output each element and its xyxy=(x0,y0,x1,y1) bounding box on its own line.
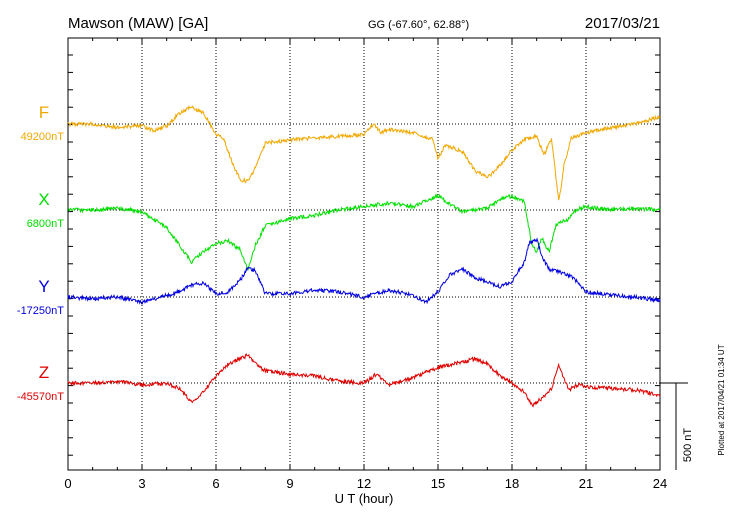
scale-bar-label: 500 nT xyxy=(682,428,694,463)
station-title: Mawson (MAW) [GA] xyxy=(68,15,208,32)
series-line-y xyxy=(67,237,661,305)
x-tick-label: 21 xyxy=(579,476,593,491)
chart-date: 2017/03/21 xyxy=(585,15,660,32)
x-tick-label: 0 xyxy=(64,476,71,491)
series-baseline-f: 49200nT xyxy=(21,131,65,143)
x-tick-label: 6 xyxy=(212,476,219,491)
x-tick-label: 15 xyxy=(431,476,445,491)
x-tick-labels: 0 3 6 9 12 15 18 21 24 xyxy=(64,476,667,491)
x-tick-label: 9 xyxy=(286,476,293,491)
plotted-timestamp: Plotted at 2017/04/21 01:34 UT xyxy=(717,344,726,455)
series-name-x: X xyxy=(38,190,49,209)
station-coordinates: GG (-67.60°, 62.88°) xyxy=(368,19,469,31)
series-line-x xyxy=(67,193,661,271)
series-line-f xyxy=(67,104,661,201)
x-tick-label: 12 xyxy=(357,476,371,491)
series-line-z xyxy=(67,353,661,408)
series-baseline-z: -45570nT xyxy=(17,391,64,403)
series-labels: F 49200nT X 6800nT Y -17250nT Z -45570nT xyxy=(17,103,64,403)
x-tick-label: 24 xyxy=(653,476,667,491)
series-name-y: Y xyxy=(38,277,49,296)
scale-bar: 500 nT xyxy=(660,382,694,470)
series-name-z: Z xyxy=(39,363,49,382)
x-tick-label: 18 xyxy=(505,476,519,491)
series-baseline-x: 6800nT xyxy=(27,218,65,230)
grid-lines xyxy=(141,38,587,470)
axis-ticks xyxy=(67,38,661,470)
series-baseline-y: -17250nT xyxy=(17,305,64,317)
x-tick-label: 3 xyxy=(138,476,145,491)
series-name-f: F xyxy=(39,103,49,122)
series-lines xyxy=(67,104,661,408)
x-axis-label: U T (hour) xyxy=(335,491,394,506)
